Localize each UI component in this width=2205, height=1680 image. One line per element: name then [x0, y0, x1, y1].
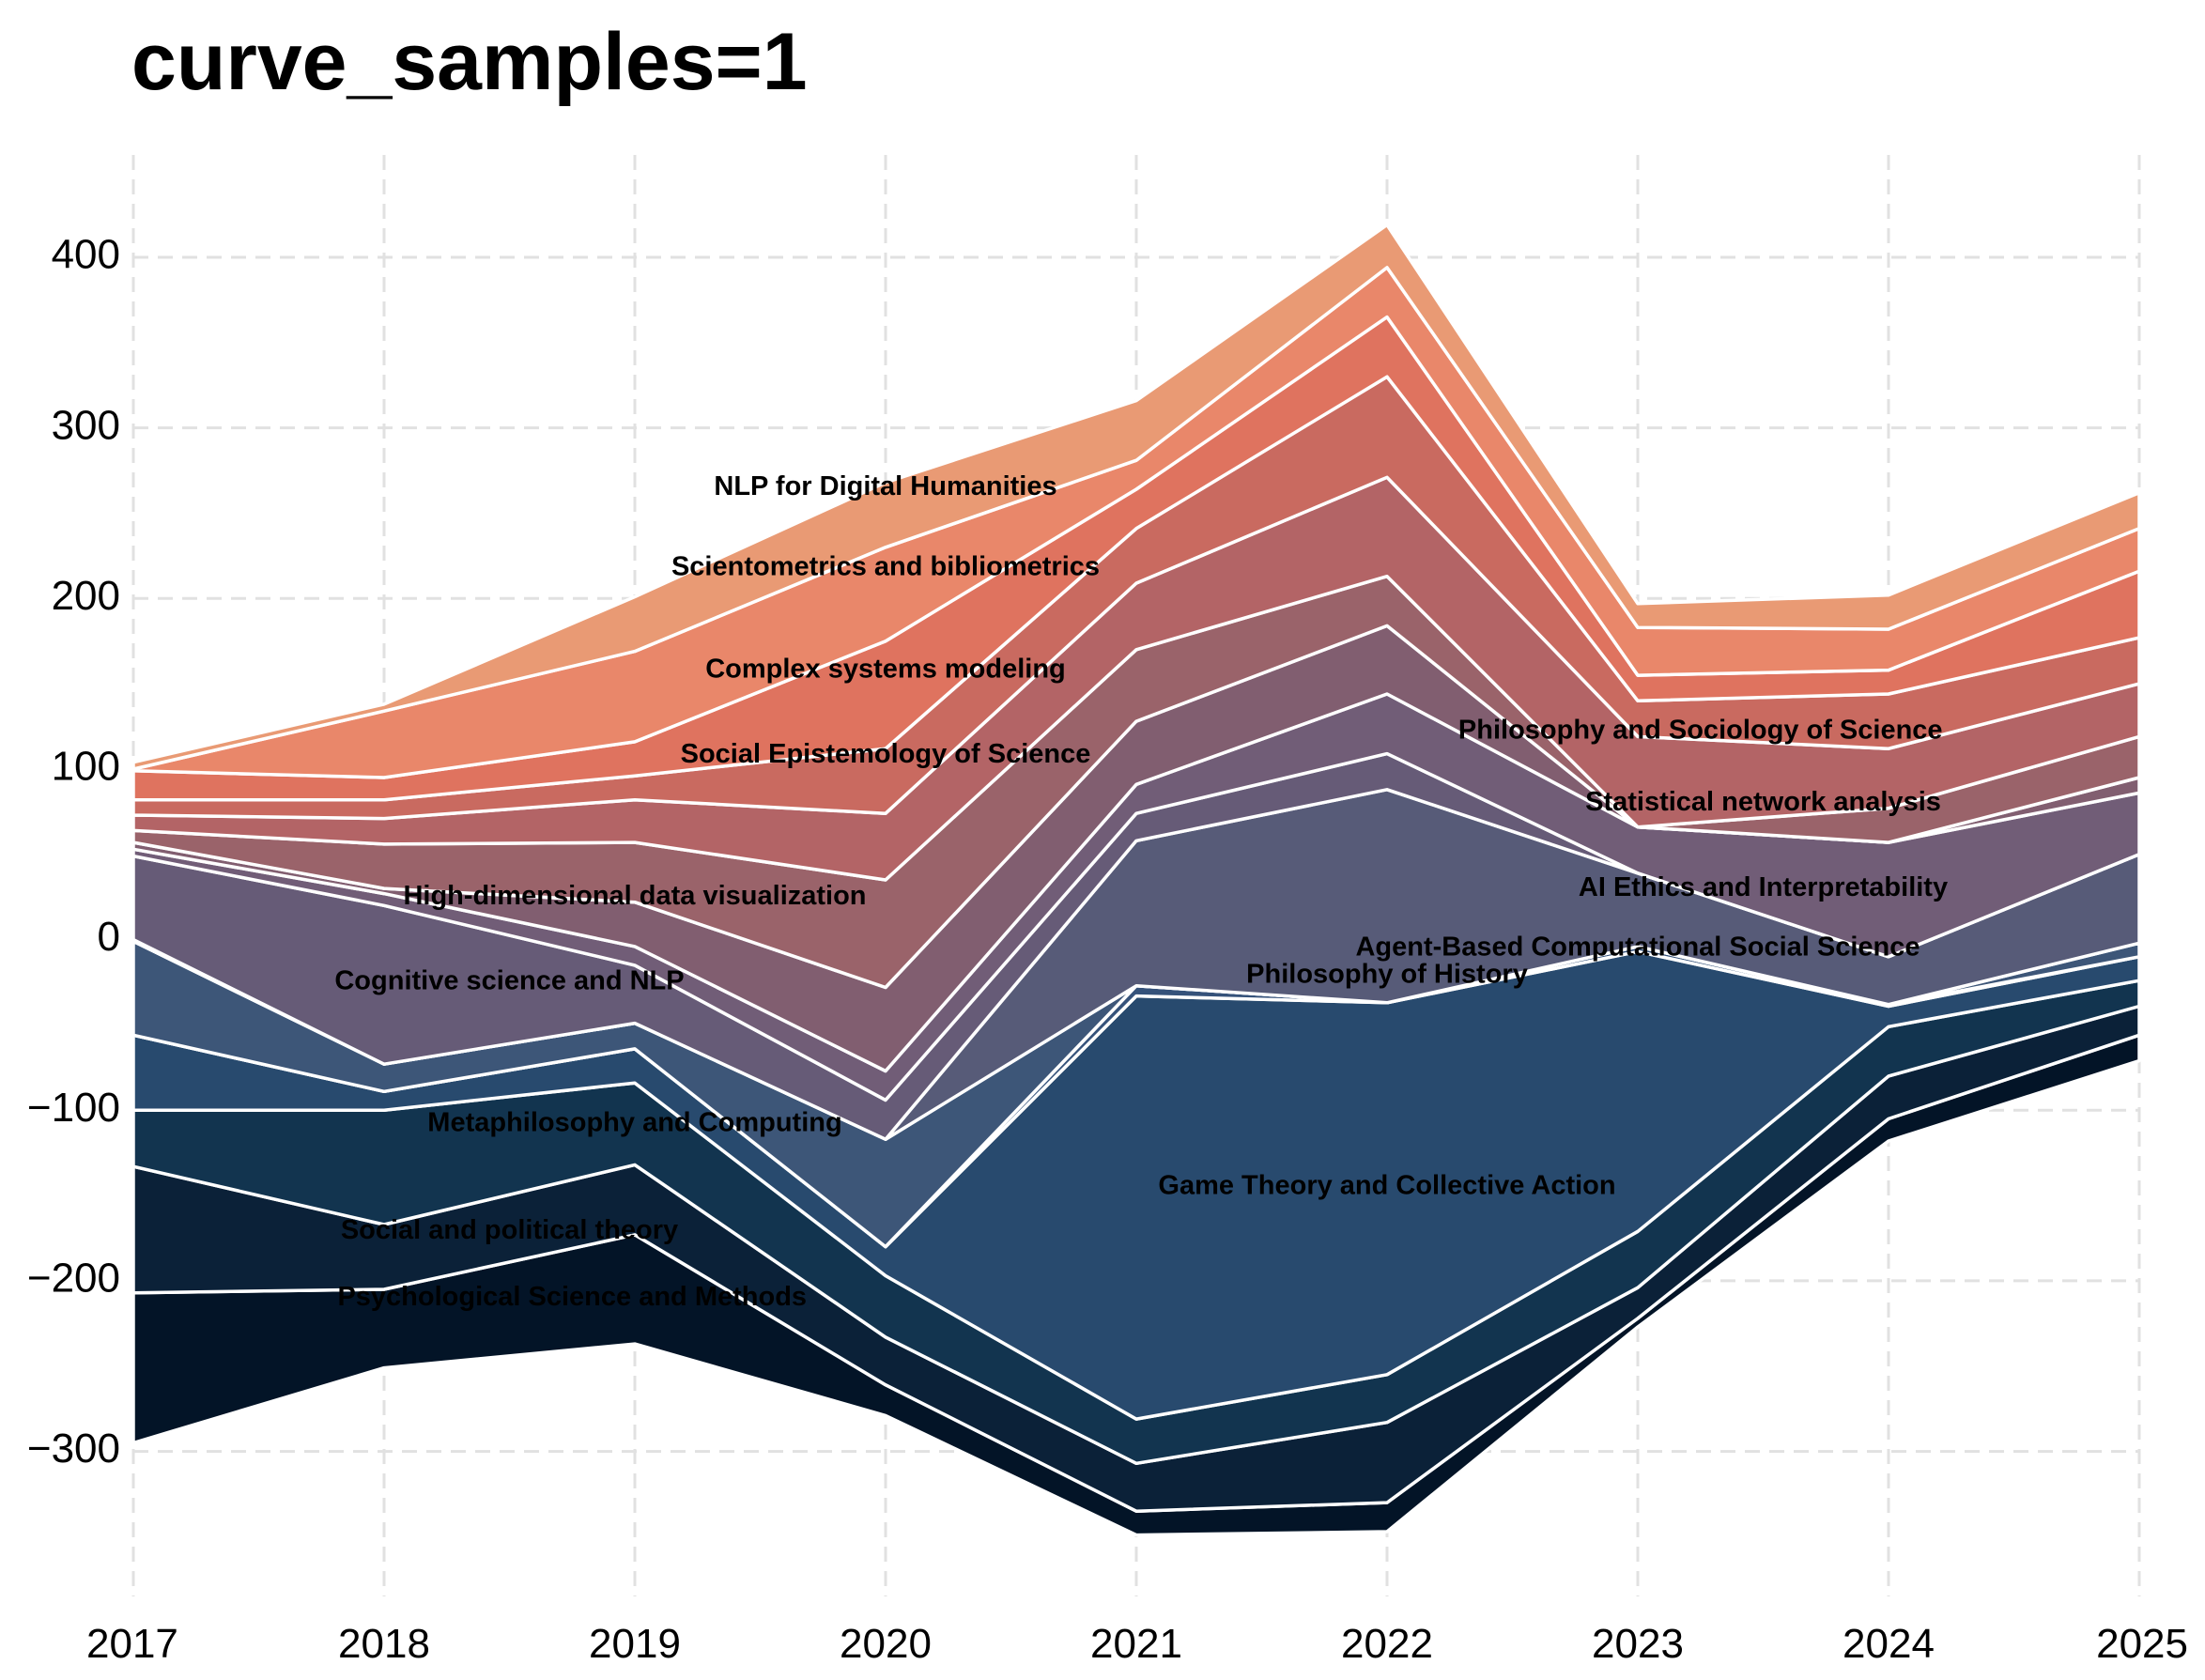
y-tick-label-400: 400	[52, 232, 120, 278]
y-tick-label--100: −100	[27, 1085, 120, 1131]
stream-label-statistical-network-analysis: Statistical network analysis	[1585, 787, 1941, 817]
stream-layer-unlabeled-15	[131, 223, 2141, 771]
stream-label-high-dimensional-data-visualization: High-dimensional data visualization	[403, 881, 866, 911]
stream-label-philosophy-and-sociology-of-science: Philosophy and Sociology of Science	[1458, 716, 1943, 746]
stream-label-metaphilosophy-and-computing: Metaphilosophy and Computing	[427, 1107, 841, 1137]
x-tick-label-2025: 2025	[2096, 1621, 2188, 1667]
x-tick-label-2022: 2022	[1341, 1621, 1433, 1667]
x-tick-label-2024: 2024	[1843, 1621, 1935, 1667]
stream-label-agent-based-computational-social-science: Agent-Based Computational Social Science	[1355, 932, 1920, 962]
y-tick-label--200: −200	[27, 1256, 120, 1302]
stream-label-ai-ethics-and-interpretability: AI Ethics and Interpretability	[1579, 872, 1948, 902]
x-tick-label-2023: 2023	[1592, 1621, 1684, 1667]
y-tick-label-100: 100	[52, 744, 120, 790]
x-tick-label-2020: 2020	[840, 1621, 932, 1667]
stream-label-social-and-political-theory: Social and political theory	[341, 1215, 678, 1245]
stream-label-psychological-science-and-methods: Psychological Science and Methods	[337, 1282, 807, 1312]
x-tick-label-2017: 2017	[86, 1621, 178, 1667]
stream-label-cognitive-science-and-nlp: Cognitive science and NLP	[334, 966, 684, 996]
y-tick-label-0: 0	[98, 914, 120, 960]
stream-label-complex-systems-modeling: Complex systems modeling	[705, 654, 1066, 684]
y-tick-label-200: 200	[52, 573, 120, 619]
stream-label-game-theory-and-collective-action: Game Theory and Collective Action	[1158, 1171, 1615, 1201]
stream-layers	[131, 223, 2141, 1537]
y-axis-ticks: −300 −200 −100 0 100 200 300 400	[27, 232, 120, 1472]
x-tick-label-2019: 2019	[589, 1621, 681, 1667]
x-axis-ticks: 2017 2018 2019 2020 2021 2022 2023 2024 2025	[86, 1621, 2188, 1667]
stream-label-social-epistemology-of-science: Social Epistemology of Science	[681, 739, 1091, 769]
stream-labels: NLP for Digital Humanities Scientometrics…	[334, 471, 1948, 1312]
chart-title: curve_samples=1	[131, 17, 808, 107]
y-tick-label-300: 300	[52, 402, 120, 448]
stream-label-nlp-for-digital-humanities: NLP for Digital Humanities	[714, 471, 1056, 501]
stream-label-scientometrics-and-bibliometrics: Scientometrics and bibliometrics	[671, 551, 1100, 581]
x-tick-label-2018: 2018	[338, 1621, 430, 1667]
stream-label-philosophy-of-history: Philosophy of History	[1246, 959, 1528, 989]
x-tick-label-2021: 2021	[1090, 1621, 1182, 1667]
y-tick-label--300: −300	[27, 1426, 120, 1472]
